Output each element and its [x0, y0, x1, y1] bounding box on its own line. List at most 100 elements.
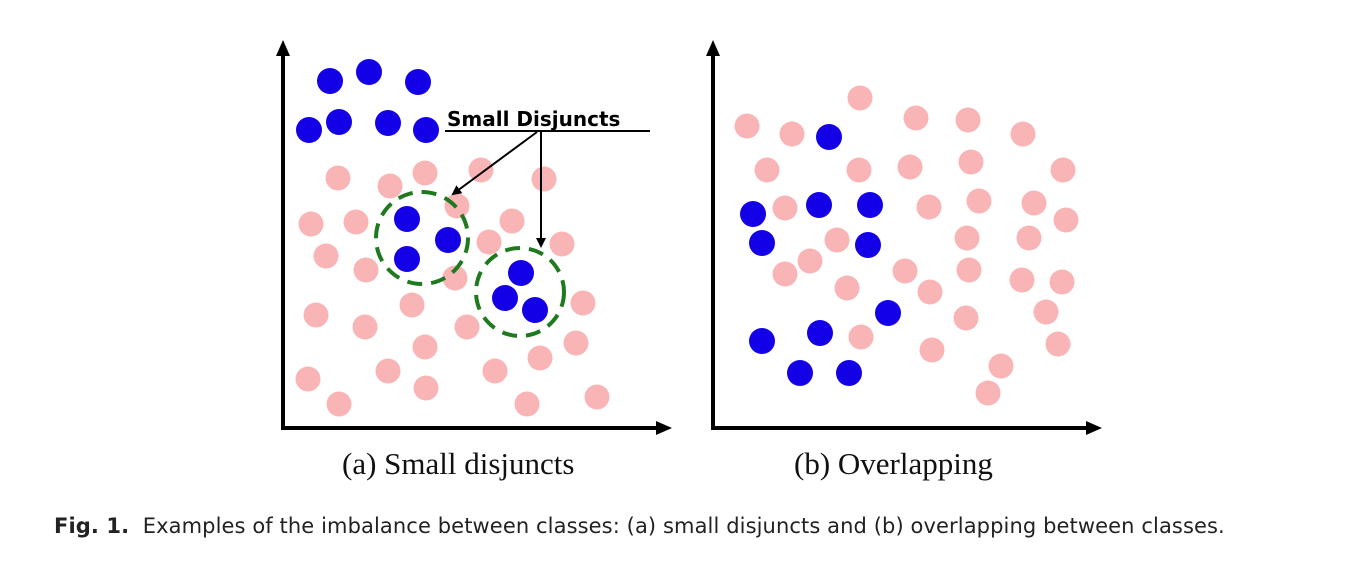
panel-b-x-arrow [1086, 421, 1102, 435]
majority-point-b-5 [955, 107, 981, 133]
minority-point-a-11 [508, 260, 534, 286]
panel-a-minority-points [296, 59, 548, 323]
majority-point-a-27 [326, 391, 352, 417]
majority-point-a-7 [343, 209, 369, 235]
majority-point-a-18 [399, 292, 425, 318]
disjunct-ring-1 [374, 190, 470, 286]
majority-point-a-2 [377, 173, 403, 199]
panel-a-y-arrow [276, 40, 290, 56]
minority-point-a-6 [375, 110, 401, 136]
majority-point-a-9 [499, 208, 525, 234]
majority-point-b-29 [1033, 299, 1059, 325]
majority-point-b-11 [1050, 157, 1076, 183]
majority-point-a-26 [482, 358, 508, 384]
majority-point-b-14 [966, 188, 992, 214]
majority-point-a-4 [468, 157, 494, 183]
minority-point-a-7 [413, 117, 439, 143]
majority-point-b-30 [848, 324, 874, 350]
disjunct-ring-2 [474, 246, 566, 338]
majority-point-a-3 [412, 160, 438, 186]
panel-a: Small Disjuncts (a) Small disjuncts [276, 40, 672, 481]
majority-point-b-10 [958, 149, 984, 175]
majority-point-b-2 [734, 113, 760, 139]
minority-point-a-10 [394, 246, 420, 272]
small-disjuncts-label: Small Disjuncts [447, 107, 620, 131]
majority-point-a-12 [313, 243, 339, 269]
minority-point-a-13 [522, 297, 548, 323]
minority-point-b-2 [740, 201, 766, 227]
majority-point-b-9 [897, 154, 923, 180]
majority-point-a-10 [476, 229, 502, 255]
majority-point-a-17 [352, 314, 378, 340]
panel-a-caption: (a) Small disjuncts [342, 446, 574, 481]
minority-point-b-7 [875, 300, 901, 326]
minority-point-a-12 [492, 285, 518, 311]
minority-point-a-3 [405, 69, 431, 95]
minority-point-b-5 [749, 230, 775, 256]
majority-point-b-7 [754, 157, 780, 183]
minority-point-b-6 [855, 232, 881, 258]
majority-point-a-29 [584, 384, 610, 410]
majority-point-b-20 [772, 261, 798, 287]
majority-point-a-5 [531, 166, 557, 192]
majority-point-b-25 [1049, 269, 1075, 295]
annotation-arrow-1 [451, 131, 538, 196]
minority-point-a-9 [435, 227, 461, 253]
majority-point-b-16 [1053, 207, 1079, 233]
majority-point-b-18 [954, 225, 980, 251]
minority-point-b-3 [806, 192, 832, 218]
panel-b-minority-points [740, 124, 901, 386]
figure-caption: Fig. 1. Examples of the imbalance betwee… [54, 514, 1344, 538]
minority-point-a-2 [356, 59, 382, 85]
panel-a-axes [276, 40, 672, 435]
panel-b-caption: (b) Overlapping [794, 446, 993, 481]
panel-a-disjunct-rings [374, 190, 566, 338]
majority-point-b-32 [1045, 331, 1071, 357]
majority-point-b-8 [846, 157, 872, 183]
minority-point-a-4 [296, 117, 322, 143]
small-disjuncts-annotation: Small Disjuncts [445, 107, 650, 248]
majority-point-b-28 [953, 305, 979, 331]
majority-point-a-22 [527, 345, 553, 371]
majority-point-b-34 [975, 380, 1001, 406]
majority-point-b-27 [917, 279, 943, 305]
majority-point-b-1 [847, 85, 873, 111]
majority-point-a-19 [454, 314, 480, 340]
majority-point-b-4 [903, 105, 929, 131]
minority-point-a-1 [317, 68, 343, 94]
majority-point-a-1 [325, 165, 351, 191]
majority-point-a-21 [412, 334, 438, 360]
majority-point-a-28 [514, 391, 540, 417]
majority-point-a-6 [298, 211, 324, 237]
majority-point-a-15 [570, 290, 596, 316]
majority-point-a-16 [303, 302, 329, 328]
minority-point-b-11 [836, 360, 862, 386]
majority-point-b-23 [956, 257, 982, 283]
figure-label: Fig. 1. [54, 514, 130, 538]
minority-point-a-5 [326, 109, 352, 135]
minority-point-b-4 [857, 192, 883, 218]
majority-point-b-13 [916, 194, 942, 220]
majority-point-b-22 [892, 258, 918, 284]
panel-b: (b) Overlapping [706, 40, 1102, 481]
majority-point-a-23 [295, 366, 321, 392]
majority-point-a-24 [375, 358, 401, 384]
majority-point-b-33 [988, 353, 1014, 379]
majority-point-b-17 [824, 227, 850, 253]
panel-b-axes [706, 40, 1102, 435]
minority-point-b-9 [807, 320, 833, 346]
majority-point-b-21 [797, 248, 823, 274]
majority-point-a-11 [549, 231, 575, 257]
majority-point-b-6 [1010, 121, 1036, 147]
panel-b-y-arrow [706, 40, 720, 56]
majority-point-b-15 [1021, 190, 1047, 216]
majority-point-b-24 [1009, 267, 1035, 293]
majority-point-a-13 [353, 257, 379, 283]
panel-b-majority-points [734, 85, 1079, 406]
majority-point-b-3 [779, 121, 805, 147]
minority-point-b-1 [816, 124, 842, 150]
minority-point-a-8 [394, 206, 420, 232]
minority-point-b-10 [787, 360, 813, 386]
majority-point-a-14 [442, 265, 468, 291]
